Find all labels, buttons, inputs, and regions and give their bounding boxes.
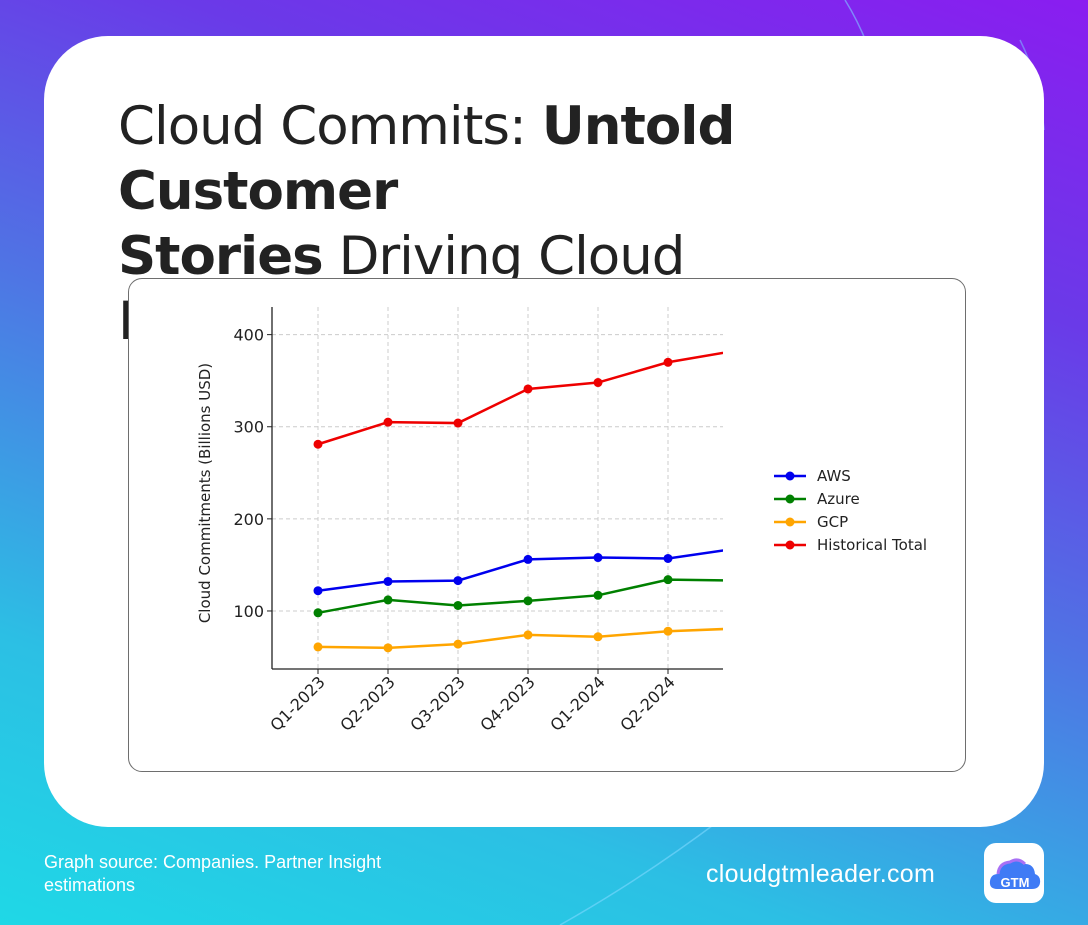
y-tick-label: 200 (233, 510, 264, 529)
data-point (523, 630, 533, 640)
data-point (453, 639, 463, 649)
data-point (663, 357, 673, 367)
data-point (453, 600, 463, 610)
data-point (453, 576, 463, 586)
data-point (593, 590, 603, 600)
data-point (663, 626, 673, 636)
data-point (523, 596, 533, 606)
data-point (593, 632, 603, 642)
x-tick-label: Q4-2023 (476, 672, 538, 734)
website-link[interactable]: cloudgtmleader.com (706, 860, 936, 888)
y-tick-label: 400 (233, 326, 264, 345)
data-point (663, 553, 673, 563)
data-point (313, 439, 323, 449)
graph-source-note: Graph source: Companies. Partner Insight… (44, 852, 382, 895)
data-point (313, 586, 323, 596)
x-tick-label: Q3-2023 (406, 672, 468, 734)
data-point (453, 418, 463, 428)
legend-label: AWS (817, 467, 851, 485)
page-title: Cloud Commits: Untold Customer Stories Dr… (118, 94, 1018, 354)
data-point (383, 417, 393, 427)
cloud-logo-icon: GTM (989, 858, 1041, 890)
data-point (383, 643, 393, 653)
data-point (663, 575, 673, 585)
legend-label: Historical Total (817, 536, 927, 554)
data-point (383, 576, 393, 586)
data-point (593, 378, 603, 388)
y-tick-label: 100 (233, 602, 264, 621)
chart-frame: 100 200 300 400 Q1-2023 Q2-2023 Q3-2023 Q4-2023… (128, 278, 966, 772)
x-tick-label: Q1-2024 (546, 672, 608, 734)
data-point (523, 384, 533, 394)
data-point (523, 554, 533, 564)
data-point (313, 608, 323, 618)
y-tick-label: 300 (233, 418, 264, 437)
legend-label: GCP (817, 513, 848, 531)
title-bold-1: Untold Customer (118, 96, 735, 222)
x-tick-label: Q2-2024 (616, 672, 678, 734)
data-point (593, 553, 603, 563)
legend-marker (785, 517, 795, 527)
x-tick-label: Q1-2023 (266, 672, 328, 734)
legend-label: Azure (817, 490, 860, 508)
legend-marker (785, 471, 795, 481)
data-point (383, 595, 393, 605)
legend-marker (785, 540, 795, 550)
logo-text: GTM (1001, 875, 1030, 890)
data-point (313, 642, 323, 652)
line-chart: 100 200 300 400 Q1-2023 Q2-2023 Q3-2023 Q4-2023… (196, 307, 927, 735)
content-card: Cloud Commits: Untold Customer Stories Dr… (44, 36, 1044, 827)
legend-marker (785, 494, 795, 504)
title-bold-2: Stories (118, 226, 324, 287)
title-part-1: Cloud Commits: (118, 96, 542, 157)
x-tick-label: Q2-2023 (336, 672, 398, 734)
y-axis-label: Cloud Commitments (Billions USD) (196, 363, 214, 623)
gtm-logo: GTM (984, 843, 1044, 903)
